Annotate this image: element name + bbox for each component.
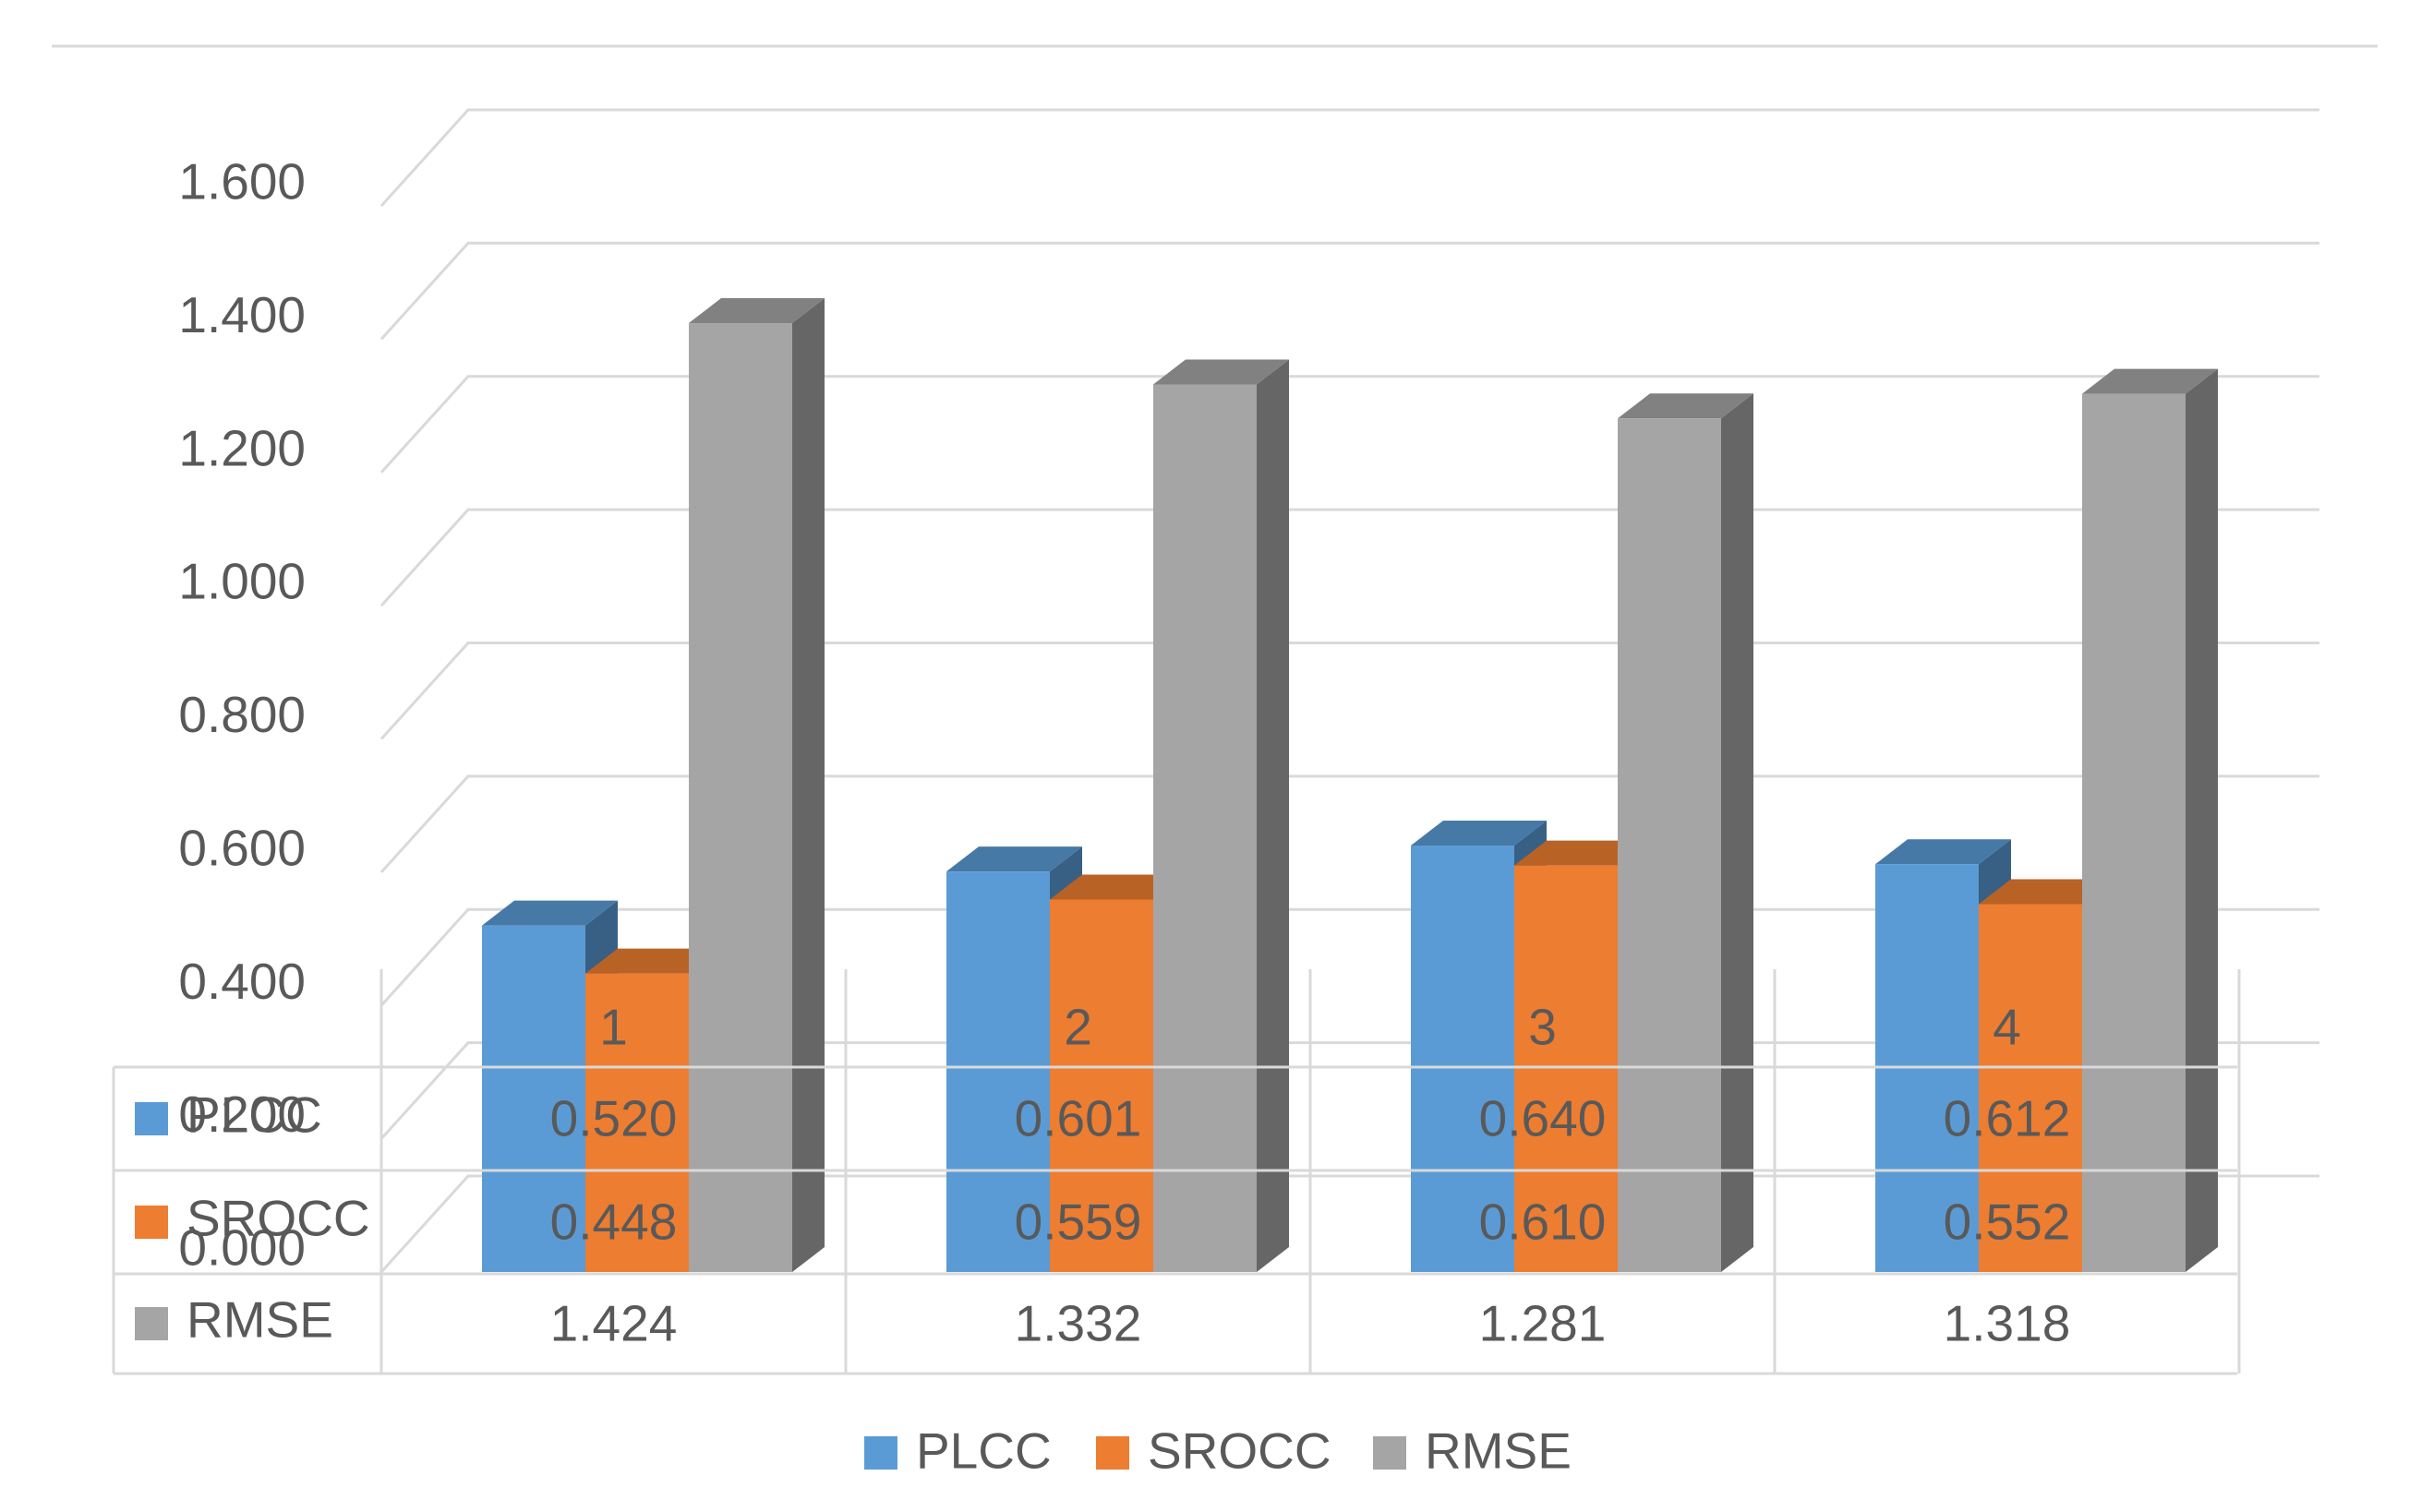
bar-top: [2082, 368, 2218, 394]
gridline-3: [379, 774, 2319, 873]
table-cell-value: 1.332: [1015, 1295, 1142, 1352]
bar-top: [1875, 839, 2011, 865]
bar-top: [946, 846, 1082, 872]
bar-top: [1514, 840, 1650, 866]
bar-side: [1721, 393, 1753, 1272]
table-cell-value: 0.559: [1015, 1194, 1142, 1251]
bar-rmse-3: [1618, 393, 1753, 1272]
table-legend-key-srocc: [135, 1206, 168, 1239]
bar-front: [946, 871, 1050, 1272]
gridline-6: [379, 375, 2319, 474]
x-category-label: 3: [1528, 999, 1557, 1056]
table-cell-value: 1.424: [550, 1295, 678, 1352]
table-row-label: RMSE: [187, 1291, 333, 1349]
y-tick-label: 0.000: [178, 1219, 306, 1277]
legend-item-rmse: RMSE: [1373, 1422, 1572, 1480]
bar-rmse-1: [689, 298, 825, 1272]
x-category-label: 2: [1064, 999, 1092, 1056]
bar-top: [585, 948, 721, 974]
legend: PLCC SROCC RMSE: [864, 1422, 1572, 1480]
bar-front: [1979, 904, 2082, 1272]
legend-swatch: [1373, 1436, 1406, 1470]
bar-front: [2082, 393, 2186, 1273]
bar-top: [689, 298, 825, 324]
bar-side: [2186, 368, 2218, 1273]
table-cell-value: 1.318: [1944, 1295, 2071, 1352]
table-cell-value: 0.640: [1479, 1090, 1607, 1147]
y-tick-label: 1.000: [178, 553, 306, 610]
bar-top: [1050, 874, 1186, 900]
bar-rmse-2: [1153, 359, 1289, 1272]
table-legend-key-rmse: [135, 1307, 168, 1340]
bar-top: [482, 900, 618, 926]
bar-rmse-4: [2082, 368, 2218, 1273]
table-cell-value: 1.281: [1479, 1295, 1607, 1352]
bar-top: [1153, 359, 1289, 385]
bar-front: [1153, 384, 1257, 1272]
bar-front: [1514, 865, 1618, 1272]
gridline-5: [379, 508, 2319, 607]
y-tick-label: 0.800: [178, 686, 306, 743]
gridlines: [379, 108, 2319, 1274]
gridline-8: [379, 108, 2319, 208]
bar-top: [1979, 879, 2114, 905]
bar-front: [1411, 846, 1514, 1272]
table-cell-value: 0.601: [1015, 1090, 1142, 1147]
bar-front: [1618, 418, 1721, 1272]
legend-label: RMSE: [1425, 1422, 1572, 1480]
x-category-label: 4: [1993, 999, 2021, 1056]
legend-item-plcc: PLCC: [864, 1422, 1052, 1480]
y-tick-label: 0.200: [178, 1086, 306, 1143]
x-category-label: 1: [599, 999, 628, 1056]
bar-front: [585, 973, 689, 1272]
bar-side: [1257, 359, 1289, 1272]
table-row-label: SROCC: [187, 1190, 370, 1247]
legend-label: PLCC: [916, 1422, 1052, 1480]
legend-item-srocc: SROCC: [1096, 1422, 1331, 1480]
bars: [482, 298, 2218, 1273]
bar-top: [1411, 821, 1547, 846]
legend-swatch: [1096, 1436, 1129, 1470]
bar-front: [1050, 899, 1153, 1272]
table-cell-value: 0.612: [1944, 1090, 2071, 1147]
table-row-label: PLCC: [187, 1086, 322, 1144]
gridline-7: [379, 241, 2319, 341]
data-table: 1 2 3 4 PLCC 0.520 0.601 0.640 0.612 SROCC 0.448 0.…: [112, 969, 2241, 1375]
table-cell-value: 0.448: [550, 1194, 678, 1251]
bar-front: [482, 925, 585, 1272]
bar-front: [689, 323, 792, 1272]
y-tick-label: 1.200: [178, 419, 306, 476]
gridline-4: [379, 642, 2319, 740]
table-legend-key-plcc: [135, 1102, 168, 1135]
bar-plcc-3: [1411, 821, 1547, 1272]
y-tick-label: 0.600: [178, 819, 306, 876]
y-axis-tick-labels: 0.000 0.200 0.400 0.600 0.800 1.000 1.200 1.400…: [178, 153, 306, 1277]
legend-swatch: [864, 1436, 897, 1470]
table-cell-value: 0.520: [550, 1090, 678, 1147]
table-cell-value: 0.610: [1479, 1194, 1607, 1251]
y-tick-label: 0.400: [178, 953, 306, 1010]
bar-side: [792, 298, 825, 1272]
bar-top: [1618, 393, 1753, 419]
table-cell-value: 0.552: [1944, 1194, 2071, 1251]
y-tick-label: 1.600: [178, 153, 306, 210]
y-tick-label: 1.400: [178, 286, 306, 343]
legend-label: SROCC: [1148, 1422, 1331, 1480]
